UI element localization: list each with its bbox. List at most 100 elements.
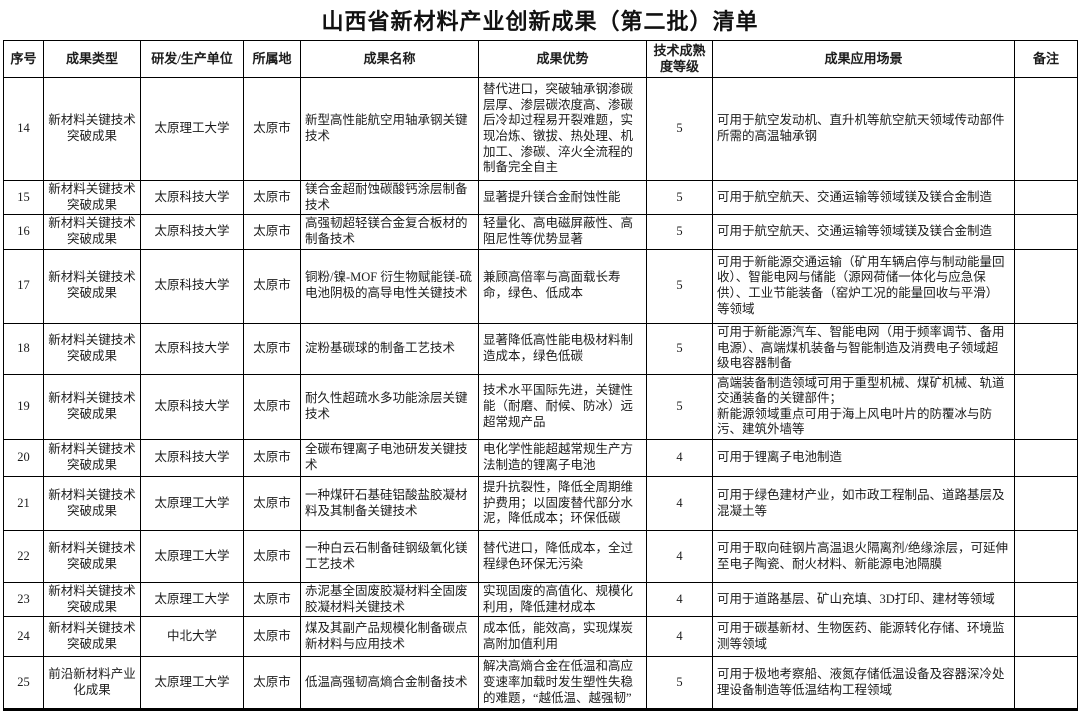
remark — [1014, 322, 1078, 375]
location: 太原市 — [243, 656, 301, 711]
col-header-no: 序号 — [3, 40, 44, 78]
achievement-advantage: 解决高熵合金在低温和高应变速率加载时发生塑性失稳的难题，“越低温、越强韧” — [478, 656, 647, 711]
row-no: 15 — [3, 179, 44, 216]
table-row: 24 新材料关键技术突破成果 中北大学 太原市 煤及其副产品规模化制备碳点新材料与应用技… — [3, 616, 1078, 658]
achievement-name: 铜粉/镍-MOF 衍生物赋能镁-硫电池阴极的高导电性关键技术 — [300, 248, 479, 324]
application-scenario: 可用于航空发动机、直升机等航空航天领域传动部件所需的高温轴承钢 — [712, 77, 1015, 181]
row-no: 25 — [3, 656, 44, 711]
rd-unit: 太原科技大学 — [140, 439, 244, 477]
location: 太原市 — [243, 530, 301, 583]
remark — [1014, 248, 1078, 324]
header-row: 序号 成果类型 研发/生产单位 所属地 成果名称 成果优势 技术成熟度等级 成果… — [3, 40, 1078, 78]
row-no: 18 — [3, 322, 44, 375]
table-row: 25 前沿新材料产业化成果 太原理工大学 太原市 低温高强韧高熵合金制备技术 解决高熵合金… — [3, 656, 1078, 711]
table-body: 14 新材料关键技术突破成果 太原理工大学 太原市 新型高性能航空用轴承钢关键技术 替代进… — [3, 77, 1078, 711]
table-row: 14 新材料关键技术突破成果 太原理工大学 太原市 新型高性能航空用轴承钢关键技术 替代进… — [3, 77, 1078, 181]
col-header-achievement-type: 成果类型 — [43, 40, 141, 78]
col-header-rd-unit: 研发/生产单位 — [140, 40, 244, 78]
rd-unit: 中北大学 — [140, 616, 244, 658]
achievement-type: 新材料关键技术突破成果 — [43, 439, 141, 477]
achievement-advantage: 替代进口，突破轴承钢渗碳层厚、渗层碳浓度高、渗碳后冷却过程易开裂难题，实现冶炼、… — [478, 77, 647, 181]
achievement-advantage: 实现固废的高值化、规模化利用，降低建材成本 — [478, 581, 647, 618]
maturity-level: 4 — [646, 439, 713, 477]
table-row: 20 新材料关键技术突破成果 太原科技大学 太原市 全碳布锂离子电池研发关键技术 电化学性… — [3, 439, 1078, 477]
achievement-type: 新材料关键技术突破成果 — [43, 581, 141, 618]
achievement-advantage: 替代进口，降低成本，全过程绿色环保无污染 — [478, 530, 647, 583]
col-header-achievement-name: 成果名称 — [300, 40, 479, 78]
row-no: 22 — [3, 530, 44, 583]
location: 太原市 — [243, 373, 301, 440]
rd-unit: 太原科技大学 — [140, 373, 244, 440]
table-row: 23 新材料关键技术突破成果 太原理工大学 太原市 赤泥基全固废胶凝材料全固废胶凝材料关… — [3, 581, 1078, 618]
remark — [1014, 373, 1078, 440]
achievement-advantage: 显著降低高性能电极材料制造成本，绿色低碳 — [478, 322, 647, 375]
achievement-name: 煤及其副产品规模化制备碳点新材料与应用技术 — [300, 616, 479, 658]
achievement-advantage: 电化学性能超越常规生产方法制造的锂离子电池 — [478, 439, 647, 477]
achievement-advantage: 轻量化、高电磁屏蔽性、高阻尼性等优势显著 — [478, 214, 647, 250]
application-scenario: 可用于取向硅钢片高温退火隔离剂/绝缘涂层，可延伸至电子陶瓷、耐火材料、新能源电池… — [712, 530, 1015, 583]
achievement-advantage: 显著提升镁合金耐蚀性能 — [478, 179, 647, 216]
remark — [1014, 581, 1078, 618]
maturity-level: 5 — [646, 77, 713, 181]
achievement-type: 新材料关键技术突破成果 — [43, 179, 141, 216]
col-header-achievement-advantage: 成果优势 — [478, 40, 647, 78]
achievement-type: 新材料关键技术突破成果 — [43, 77, 141, 181]
remark — [1014, 77, 1078, 181]
achievement-name: 镁合金超耐蚀碳酸钙涂层制备技术 — [300, 179, 479, 216]
achievement-advantage: 成本低，能效高，实现煤炭高附加值利用 — [478, 616, 647, 658]
rd-unit: 太原理工大学 — [140, 77, 244, 181]
application-scenario: 可用于锂离子电池制造 — [712, 439, 1015, 477]
results-table: 序号 成果类型 研发/生产单位 所属地 成果名称 成果优势 技术成熟度等级 成果… — [3, 40, 1078, 712]
maturity-level: 5 — [646, 373, 713, 440]
row-no: 21 — [3, 476, 44, 531]
location: 太原市 — [243, 476, 301, 531]
application-scenario: 可用于新能源汽车、智能电网（用于频率调节、备用电源）、高端煤机装备与智能制造及消… — [712, 322, 1015, 375]
maturity-level: 5 — [646, 248, 713, 324]
location: 太原市 — [243, 248, 301, 324]
application-scenario: 可用于新能源交通运输（矿用车辆启停与制动能量回收）、智能电网与储能（源网荷储一体… — [712, 248, 1015, 324]
rd-unit: 太原理工大学 — [140, 656, 244, 711]
remark — [1014, 616, 1078, 658]
application-scenario: 可用于极地考察船、液氮存储低温设备及容器深冷处理设备制造等低温结构工程领域 — [712, 656, 1015, 711]
location: 太原市 — [243, 439, 301, 477]
rd-unit: 太原科技大学 — [140, 179, 244, 216]
application-scenario: 可用于航空航天、交通运输等领域镁及镁合金制造 — [712, 179, 1015, 216]
application-scenario: 可用于碳基新材、生物医药、能源转化存储、环境监测等领域 — [712, 616, 1015, 658]
location: 太原市 — [243, 77, 301, 181]
row-no: 20 — [3, 439, 44, 477]
achievement-name: 赤泥基全固废胶凝材料全固废胶凝材料关键技术 — [300, 581, 479, 618]
rd-unit: 太原科技大学 — [140, 322, 244, 375]
rd-unit: 太原理工大学 — [140, 530, 244, 583]
table-row: 18 新材料关键技术突破成果 太原科技大学 太原市 淀粉基碳球的制备工艺技术 显著降低高性… — [3, 322, 1078, 375]
maturity-level: 4 — [646, 581, 713, 618]
maturity-level: 4 — [646, 530, 713, 583]
rd-unit: 太原理工大学 — [140, 581, 244, 618]
maturity-level: 5 — [646, 179, 713, 216]
remark — [1014, 439, 1078, 477]
location: 太原市 — [243, 322, 301, 375]
remark — [1014, 214, 1078, 250]
achievement-name: 低温高强韧高熵合金制备技术 — [300, 656, 479, 711]
col-header-location: 所属地 — [243, 40, 301, 78]
table-header: 序号 成果类型 研发/生产单位 所属地 成果名称 成果优势 技术成熟度等级 成果… — [3, 40, 1078, 78]
col-header-application-scenario: 成果应用场景 — [712, 40, 1015, 78]
table-row: 22 新材料关键技术突破成果 太原理工大学 太原市 一种白云石制备硅钢级氧化镁工艺技术替… — [3, 530, 1078, 583]
rd-unit: 太原科技大学 — [140, 248, 244, 324]
achievement-name: 全碳布锂离子电池研发关键技术 — [300, 439, 479, 477]
achievement-type: 前沿新材料产业化成果 — [43, 656, 141, 711]
location: 太原市 — [243, 179, 301, 216]
achievement-type: 新材料关键技术突破成果 — [43, 322, 141, 375]
maturity-level: 4 — [646, 476, 713, 531]
location: 太原市 — [243, 581, 301, 618]
achievement-name: 高强韧超轻镁合金复合板材的制备技术 — [300, 214, 479, 250]
achievement-type: 新材料关键技术突破成果 — [43, 214, 141, 250]
application-scenario: 可用于道路基层、矿山充填、3D打印、建材等领域 — [712, 581, 1015, 618]
row-no: 23 — [3, 581, 44, 618]
achievement-type: 新材料关键技术突破成果 — [43, 476, 141, 531]
achievement-name: 新型高性能航空用轴承钢关键技术 — [300, 77, 479, 181]
row-no: 14 — [3, 77, 44, 181]
page-title: 山西省新材料产业创新成果（第二批）清单 — [321, 9, 759, 34]
table-row: 16 新材料关键技术突破成果 太原科技大学 太原市 高强韧超轻镁合金复合板材的制备技术轻… — [3, 214, 1078, 250]
col-header-remark: 备注 — [1014, 40, 1078, 78]
